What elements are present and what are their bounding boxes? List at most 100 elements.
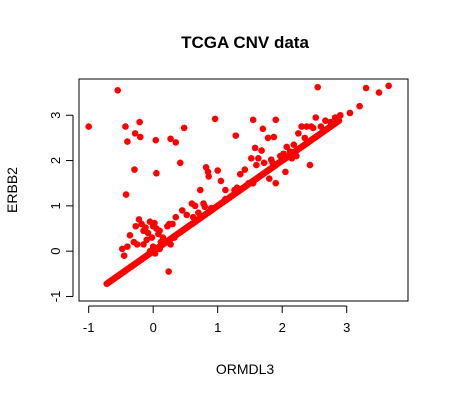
- data-point: [362, 84, 370, 92]
- data-point: [298, 123, 305, 130]
- data-point: [153, 169, 160, 177]
- data-point: [124, 243, 131, 250]
- data-point: [136, 133, 144, 141]
- data-point: [241, 166, 249, 173]
- data-point: [356, 102, 363, 110]
- data-point: [280, 150, 287, 158]
- data-point: [222, 195, 229, 203]
- data-point: [165, 268, 172, 275]
- x-tick-label: 2: [279, 320, 286, 335]
- data-point: [195, 209, 202, 216]
- data-point: [251, 144, 259, 152]
- x-tick-label: -1: [83, 320, 95, 335]
- data-point: [317, 123, 325, 130]
- x-axis-label: ORMDL3: [216, 361, 275, 377]
- y-axis: -1 0 1 2 3: [48, 112, 74, 303]
- data-point: [171, 234, 178, 241]
- data-point: [270, 133, 278, 141]
- y-tick-label: 3: [48, 112, 63, 119]
- data-point: [201, 203, 209, 211]
- data-point: [272, 179, 280, 187]
- data-point: [126, 232, 134, 239]
- x-tick-label: 0: [150, 320, 157, 335]
- data-point: [232, 132, 240, 139]
- data-point: [196, 186, 204, 194]
- data-point: [178, 207, 186, 214]
- data-point: [286, 148, 294, 155]
- data-point: [272, 116, 280, 124]
- data-point: [217, 177, 225, 185]
- chart-title: TCGA CNV data: [181, 33, 309, 52]
- data-point: [166, 220, 173, 228]
- data-point: [266, 175, 273, 182]
- data-point: [85, 123, 92, 130]
- data-point: [131, 130, 139, 137]
- data-point: [301, 134, 309, 142]
- data-point: [288, 154, 296, 162]
- data-point: [136, 118, 143, 126]
- data-point: [207, 204, 215, 212]
- data-point: [133, 241, 141, 248]
- data-point: [260, 159, 268, 167]
- data-point: [151, 219, 158, 227]
- data-point: [172, 139, 180, 146]
- data-point: [249, 179, 257, 187]
- data-point: [146, 247, 154, 255]
- data-point: [290, 141, 298, 148]
- data-point: [233, 184, 241, 192]
- data-point: [259, 125, 267, 133]
- data-point: [183, 211, 191, 219]
- data-point: [258, 147, 265, 154]
- data-point: [282, 168, 289, 176]
- plot-frame: [78, 78, 409, 302]
- data-point: [167, 135, 174, 143]
- data-points: [85, 82, 392, 288]
- data-point: [295, 130, 302, 137]
- x-axis: -1 0 1 2 3: [83, 305, 350, 335]
- data-point: [327, 118, 334, 126]
- data-point: [269, 159, 276, 167]
- data-point: [331, 114, 339, 121]
- data-point: [120, 252, 128, 259]
- data-point: [172, 213, 180, 221]
- data-point: [114, 87, 122, 94]
- data-point: [167, 241, 174, 248]
- data-point: [124, 138, 131, 145]
- data-point: [222, 186, 229, 194]
- data-point: [176, 159, 184, 167]
- data-point: [191, 202, 199, 210]
- data-point: [205, 173, 212, 180]
- data-point: [307, 136, 315, 144]
- data-point: [189, 213, 197, 221]
- data-point: [159, 234, 167, 241]
- y-axis-label: ERBB2: [4, 167, 20, 213]
- y-tick-label: 2: [48, 157, 63, 164]
- data-point: [385, 82, 392, 90]
- data-point: [346, 109, 354, 117]
- data-point: [314, 83, 321, 91]
- data-point: [264, 134, 272, 142]
- data-point: [375, 89, 383, 96]
- data-point: [306, 161, 314, 169]
- data-point: [336, 111, 344, 119]
- data-point: [303, 123, 311, 130]
- data-point: [144, 229, 152, 237]
- data-point: [322, 117, 329, 124]
- data-point: [156, 227, 163, 235]
- data-point: [142, 224, 149, 231]
- x-tick-label: 1: [214, 320, 221, 335]
- data-point: [211, 115, 219, 123]
- data-point: [247, 154, 255, 162]
- data-point: [214, 167, 221, 174]
- data-point: [122, 123, 129, 130]
- data-point: [148, 234, 156, 241]
- data-point: [309, 124, 317, 132]
- data-point: [249, 116, 257, 124]
- y-tick-label: -1: [48, 291, 63, 303]
- data-point: [131, 166, 138, 173]
- data-point: [151, 250, 159, 257]
- data-point: [132, 222, 140, 230]
- x-tick-label: 3: [343, 320, 350, 335]
- y-tick-label: 1: [48, 202, 63, 209]
